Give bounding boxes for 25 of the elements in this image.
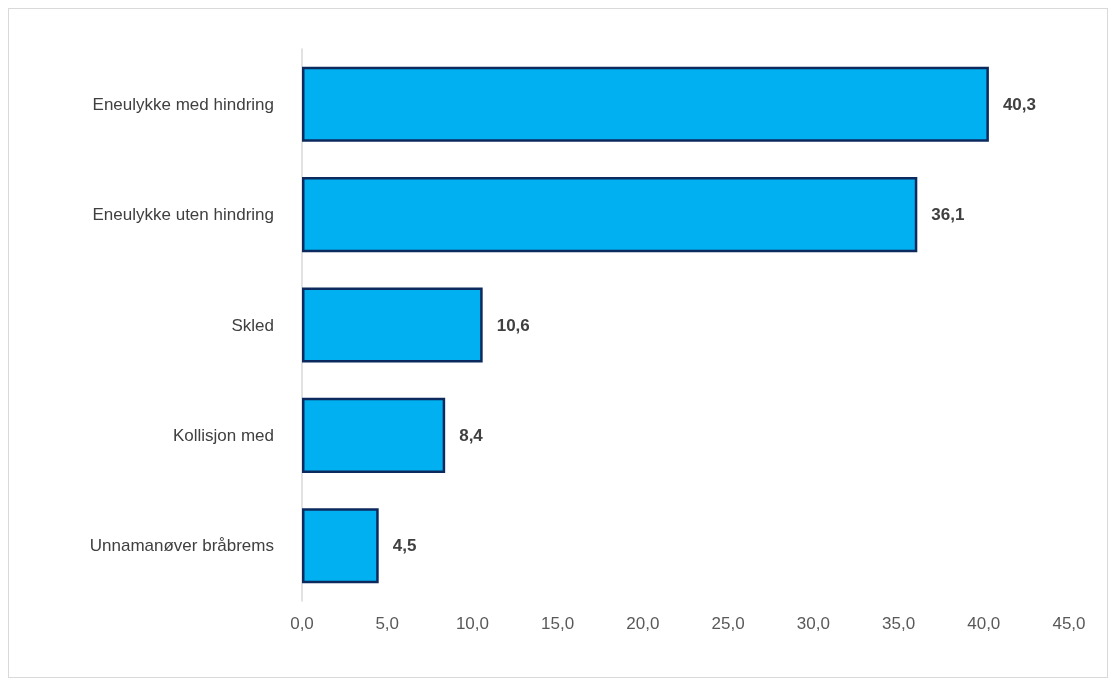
data-label: 40,3 xyxy=(1002,94,1036,114)
bar xyxy=(302,397,446,473)
x-tick-label: 25,0 xyxy=(711,614,745,633)
data-label: 4,5 xyxy=(392,536,417,556)
x-tick-label: 20,0 xyxy=(626,614,660,633)
bar xyxy=(302,287,483,363)
x-tick-label: 15,0 xyxy=(541,614,575,633)
data-label: 10,6 xyxy=(496,315,530,335)
bar xyxy=(302,66,989,142)
bar xyxy=(302,177,918,253)
x-tick-label: 35,0 xyxy=(882,614,916,633)
data-label: 8,4 xyxy=(459,425,484,445)
y-tick-label: Skled xyxy=(231,315,274,335)
data-label: 36,1 xyxy=(931,205,965,225)
bar xyxy=(302,508,379,584)
x-tick-label: 0,0 xyxy=(290,614,314,633)
x-tick-label: 40,0 xyxy=(967,614,1001,633)
y-tick-label: Kollisjon med xyxy=(172,425,274,445)
x-tick-label: 10,0 xyxy=(455,614,489,633)
y-tick-label: Eneulykke uten hindring xyxy=(92,205,274,225)
x-tick-label: 5,0 xyxy=(375,614,400,633)
y-tick-label: Eneulykke med hindring xyxy=(92,94,274,114)
y-tick-label: Unnamanøver bråbrems xyxy=(89,536,274,556)
x-tick-label: 45,0 xyxy=(1052,614,1086,633)
x-tick-label: 30,0 xyxy=(796,614,830,633)
